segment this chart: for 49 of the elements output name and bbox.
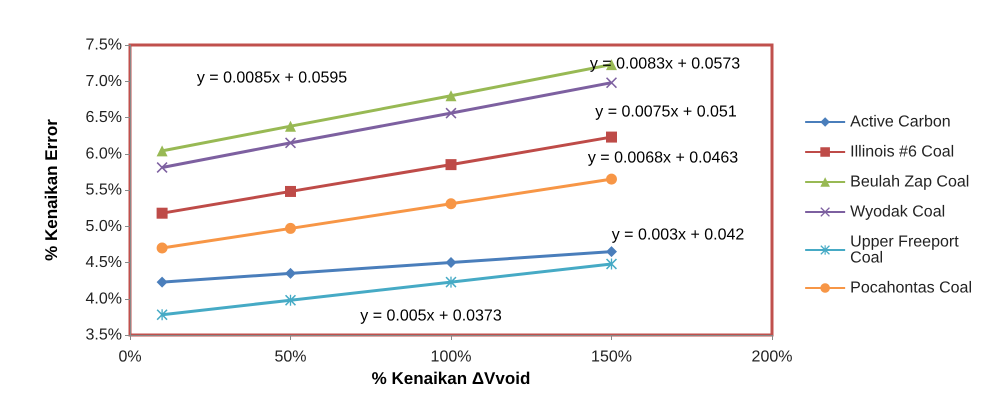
point [606,132,617,143]
y-tick-label: 5.5% [86,182,122,198]
point [285,137,296,148]
y-tick-label: 4.0% [86,290,122,308]
point [446,159,456,170]
x-tick-label: 50% [274,348,307,366]
legend-label: Upper Freeport Coal [850,234,964,266]
x-tick-label: 200% [752,348,792,366]
y-axis-title: % Kenaikan Error [42,118,61,261]
legend-label: Beulah Zap Coal [850,174,970,190]
y-tick-label: 4.5% [86,254,122,271]
y-tick-label: 7.0% [86,72,122,90]
point [156,208,168,219]
point [285,120,296,132]
annotation: y = 0.0075x + 0.051 [595,104,737,120]
y-tick-label: 7.5% [86,36,122,54]
point [156,162,168,174]
point [156,276,168,288]
y-tick-label: 6.5% [86,109,122,126]
point [606,77,617,88]
x-tick-label: 0% [118,348,142,366]
point [606,258,617,270]
point [446,276,456,288]
point [285,222,296,234]
y-tick-label: 3.5% [86,326,122,344]
point [156,145,168,156]
legend-label: Pocahontas Coal [850,280,972,296]
y-tick-label: 5.0% [86,218,122,235]
point [606,174,617,185]
point [606,246,617,258]
legend-label: Illinois #6 Coal [850,144,954,160]
annotation: y = 0.005x + 0.0373 [360,308,502,324]
point [156,242,168,254]
point [446,90,456,102]
annotation: y = 0.003x + 0.042 [612,226,744,244]
point [446,198,456,210]
point [285,186,296,197]
annotation: y = 0.0085x + 0.0595 [196,70,348,86]
point [446,108,456,119]
legend-label: Active Carbon [850,114,951,130]
annotation: y = 0.0068x + 0.0463 [588,150,738,166]
y-tick-label: 6.0% [86,145,122,162]
x-tick-label: 150% [591,348,632,366]
x-axis-title: % Kenaikan ΔVvoid [372,368,530,388]
x-tick-label: 100% [430,348,472,366]
legend-label: Wyodak Coal [850,204,946,220]
point [156,309,168,320]
point [446,257,456,268]
point [285,268,296,279]
